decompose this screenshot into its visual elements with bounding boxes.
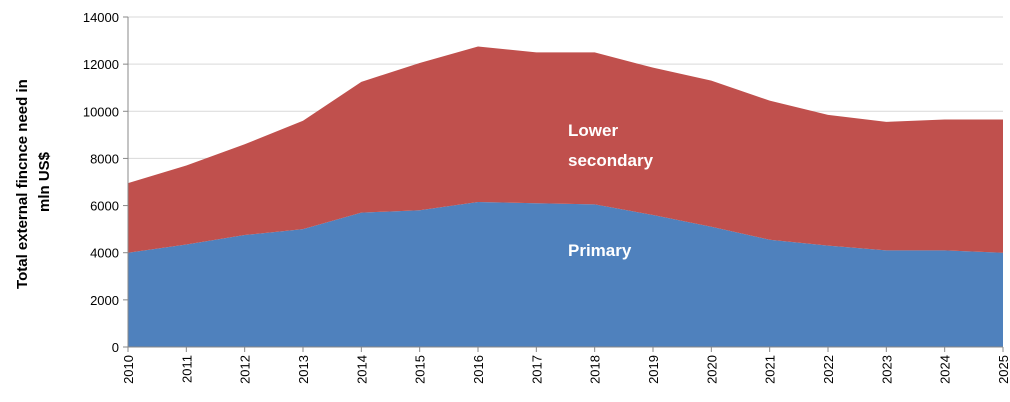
x-tick-label: 2016 — [471, 355, 486, 384]
series-label: Primary — [568, 241, 632, 260]
x-tick-label: 2011 — [179, 355, 194, 383]
y-tick-label: 12000 — [83, 57, 119, 72]
y-tick-label: 4000 — [90, 246, 119, 261]
x-tick-label: 2025 — [996, 355, 1010, 384]
x-tick-label: 2022 — [821, 355, 836, 384]
x-tick-label: 2017 — [529, 355, 544, 384]
x-tick-label: 2023 — [879, 355, 894, 384]
x-tick-label: 2024 — [938, 355, 953, 384]
x-tick-label: 2012 — [238, 355, 253, 384]
x-tick-label: 2010 — [121, 355, 136, 384]
x-tick-label: 2021 — [763, 355, 778, 384]
area — [128, 202, 1003, 347]
x-tick-label: 2013 — [296, 355, 311, 384]
y-tick-label: 6000 — [90, 199, 119, 214]
series-label: Lower secondary — [568, 121, 654, 170]
x-tick-label: 2019 — [646, 355, 661, 384]
x-tick-label: 2015 — [413, 355, 428, 384]
area — [128, 46, 1003, 253]
y-tick-label: 8000 — [90, 151, 119, 166]
y-tick-label: 10000 — [83, 104, 119, 119]
x-tick-label: 2020 — [704, 355, 719, 384]
y-tick-label: 14000 — [83, 10, 119, 25]
x-tick-label: 2018 — [588, 355, 603, 384]
y-tick-label: 0 — [112, 340, 119, 355]
x-tick-label: 2014 — [354, 355, 369, 384]
y-tick-label: 2000 — [90, 293, 119, 308]
y-axis-title: Total external fincnce need in mln US$ — [14, 75, 53, 289]
